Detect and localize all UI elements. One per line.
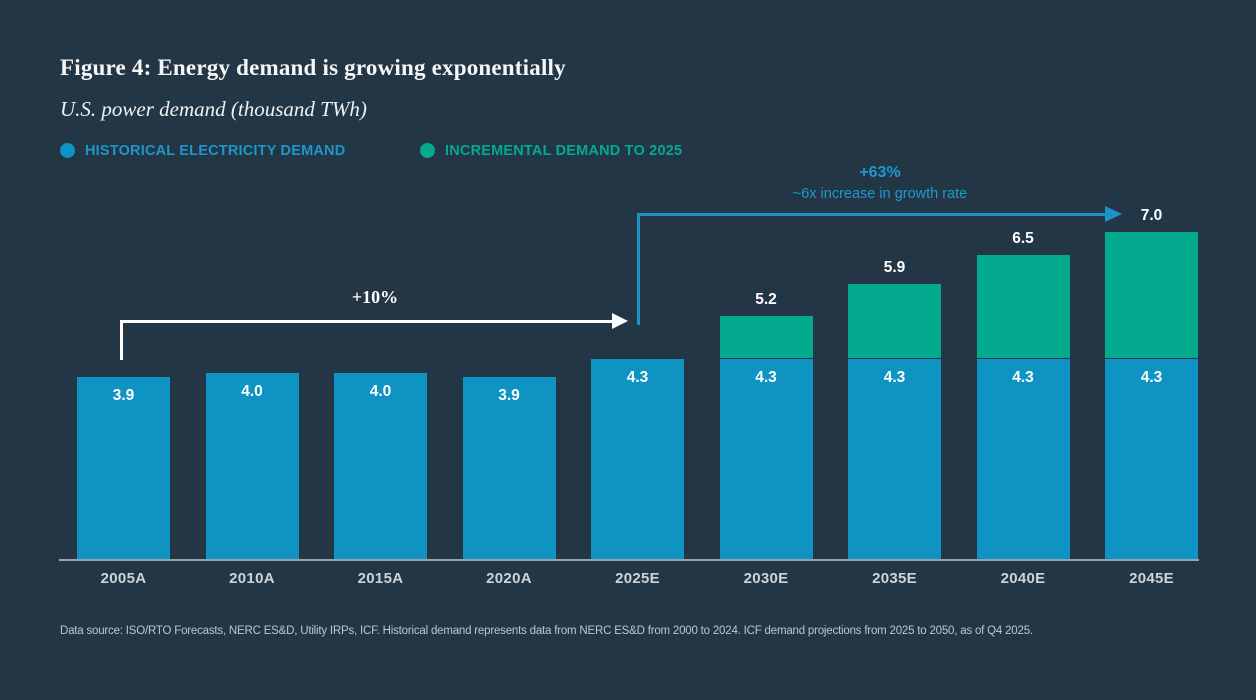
legend-item-incremental: INCREMENTAL DEMAND TO 2025 — [420, 142, 682, 159]
bar-historical-2035E: 4.3 — [848, 358, 941, 560]
legend-dot-historical-icon — [60, 143, 75, 158]
bar-value-label: 3.9 — [112, 387, 135, 405]
bar-value-label: 4.3 — [1140, 368, 1163, 386]
projected-arrow-line — [637, 213, 1106, 216]
figure-subtitle: U.S. power demand (thousand TWh) — [60, 97, 367, 121]
bar-historical-2010A: 4.0 — [205, 372, 299, 560]
bar-total-label: 7.0 — [1140, 206, 1163, 224]
historical-arrow-line — [120, 320, 612, 323]
x-axis-line — [59, 559, 1199, 561]
projected-growth-label: +63% — [859, 164, 901, 181]
x-axis-label-2015A: 2015A — [357, 570, 404, 587]
x-axis-label-2030E: 2030E — [743, 570, 789, 587]
bar-incremental-2030E — [719, 316, 813, 359]
legend-dot-incremental-icon — [420, 143, 435, 158]
legend-label-historical: HISTORICAL ELECTRICITY DEMAND — [85, 142, 346, 159]
bar-historical-2020A: 3.9 — [462, 377, 556, 560]
x-axis-label-2010A: 2010A — [229, 570, 275, 587]
bar-incremental-2035E — [848, 283, 941, 359]
projected-growth-subtitle: ~6x increase in growth rate — [792, 186, 968, 202]
bar-incremental-2040E — [976, 255, 1070, 359]
bar-historical-2005A: 3.9 — [77, 377, 170, 560]
bar-historical-2030E: 4.3 — [719, 358, 813, 560]
bar-historical-2040E: 4.3 — [976, 358, 1070, 560]
bar-value-label: 4.0 — [241, 382, 263, 400]
x-axis-label-2045E: 2045E — [1129, 570, 1174, 587]
x-axis-label-2040E: 2040E — [1000, 570, 1046, 587]
bar-total-label: 5.2 — [755, 291, 777, 309]
projected-arrow-head-icon — [1105, 206, 1122, 222]
bar-value-label: 4.0 — [369, 382, 392, 400]
bar-value-label: 4.3 — [626, 368, 649, 386]
historical-arrow-vertical — [120, 322, 123, 360]
bar-total-label: 6.5 — [1012, 230, 1034, 248]
bar-historical-2015A: 4.0 — [334, 372, 427, 560]
bar-value-label: 4.3 — [883, 368, 906, 386]
legend-item-historical: HISTORICAL ELECTRICITY DEMAND — [60, 142, 345, 159]
x-axis-label-2020A: 2020A — [486, 570, 532, 587]
bar-historical-2025E: 4.3 — [591, 358, 684, 560]
projected-arrow-vertical — [637, 213, 640, 325]
bar-value-label: 4.3 — [1012, 368, 1034, 386]
bar-incremental-2045E — [1105, 231, 1198, 359]
bar-value-label: 3.9 — [498, 387, 520, 405]
data-source-note: Data source: ISO/RTO Forecasts, NERC ES&… — [60, 625, 1033, 637]
historical-arrow-head-icon — [612, 313, 628, 329]
bar-historical-2045E: 4.3 — [1105, 358, 1198, 560]
bar-value-label: 4.3 — [755, 368, 777, 386]
bar-total-label: 5.9 — [883, 258, 906, 276]
historical-growth-label: +10% — [351, 287, 399, 307]
legend-label-incremental: INCREMENTAL DEMAND TO 2025 — [445, 142, 683, 159]
x-axis-label-2005A: 2005A — [100, 570, 147, 587]
x-axis-label-2025E: 2025E — [615, 570, 660, 587]
x-axis-label-2035E: 2035E — [872, 570, 917, 587]
figure-title: Figure 4: Energy demand is growing expon… — [60, 55, 566, 80]
